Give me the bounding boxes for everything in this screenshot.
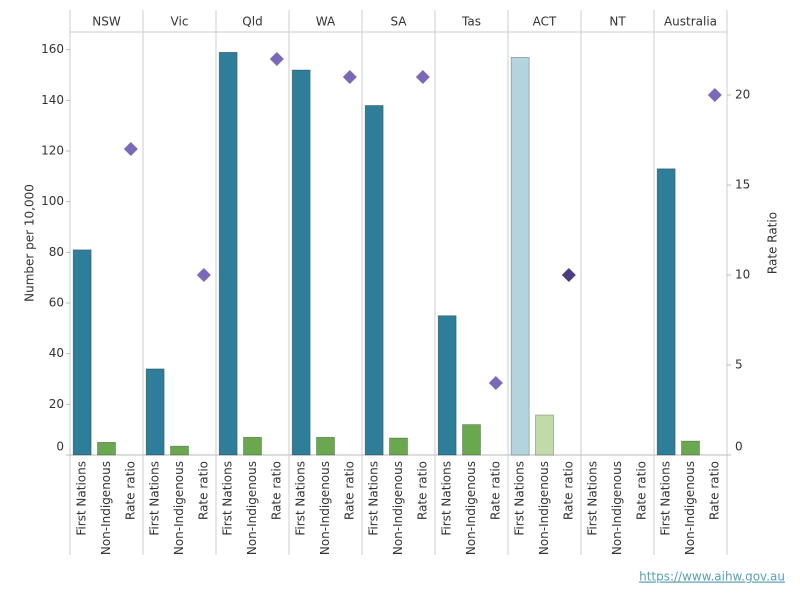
- x-tick-label: Rate ratio: [123, 461, 137, 520]
- x-tick-label: First Nations: [148, 461, 162, 536]
- panel-title: ACT: [533, 15, 557, 29]
- rate-ratio-marker: [707, 88, 722, 102]
- rate-ratio-marker: [196, 268, 211, 282]
- x-tick-label: Rate ratio: [634, 461, 648, 520]
- x-tick-label: Rate ratio: [488, 461, 502, 520]
- x-tick-label: Non-Indigenous: [172, 461, 186, 555]
- y-tick-label: 120: [41, 144, 64, 158]
- x-tick-label: Non-Indigenous: [391, 461, 405, 555]
- y2-tick-label: 10: [735, 268, 750, 282]
- bar: [145, 368, 165, 456]
- x-tick-label: Non-Indigenous: [245, 461, 259, 555]
- x-tick-label: First Nations: [75, 461, 89, 536]
- x-tick-label: Non-Indigenous: [537, 461, 551, 555]
- x-tick-label: First Nations: [440, 461, 454, 536]
- y2-tick-label: 15: [735, 178, 750, 192]
- x-tick-label: Rate ratio: [707, 461, 721, 520]
- panel-title: NT: [609, 15, 626, 29]
- bar: [462, 424, 481, 456]
- x-tick-label: First Nations: [513, 461, 527, 536]
- y2-tick-label: 0: [735, 440, 743, 454]
- bar: [316, 436, 335, 456]
- bar: [535, 414, 554, 456]
- y-tick-label: 40: [49, 346, 64, 360]
- bar: [218, 51, 238, 456]
- bar: [364, 105, 384, 456]
- bar: [437, 315, 457, 456]
- x-tick-label: Rate ratio: [561, 461, 575, 520]
- x-tick-label: First Nations: [294, 461, 308, 536]
- rate-ratio-marker: [123, 142, 138, 156]
- bar: [389, 437, 408, 456]
- panel-title: Australia: [664, 15, 717, 29]
- rate-ratio-marker: [269, 52, 284, 66]
- rate-ratio-marker: [488, 376, 503, 390]
- y-tick-label: 0: [56, 440, 64, 454]
- y-tick-label: 160: [41, 42, 64, 56]
- y2-tick-label: 20: [735, 88, 750, 102]
- x-tick-label: First Nations: [586, 461, 600, 536]
- y-tick-label: 140: [41, 93, 64, 107]
- rate-ratio-marker: [415, 70, 430, 84]
- y2-tick-label: 5: [735, 358, 743, 372]
- y-axis-label: Number per 10,000: [23, 184, 37, 302]
- bar: [291, 69, 311, 456]
- bar: [72, 249, 92, 456]
- bar: [170, 445, 189, 456]
- source-link[interactable]: https://www.aihw.gov.au: [639, 570, 785, 584]
- x-tick-label: Rate ratio: [415, 461, 429, 520]
- panel-title: NSW: [92, 15, 121, 29]
- bar: [97, 441, 116, 456]
- x-tick-label: Non-Indigenous: [99, 461, 113, 555]
- x-tick-label: Rate ratio: [196, 461, 210, 520]
- x-tick-label: Rate ratio: [269, 461, 283, 520]
- x-tick-label: First Nations: [221, 461, 235, 536]
- bar: [243, 436, 262, 456]
- y-tick-label: 20: [49, 397, 64, 411]
- rate-ratio-marker: [561, 268, 576, 282]
- bar: [681, 440, 700, 456]
- y-tick-label: 100: [41, 194, 64, 208]
- panel-title: Vic: [171, 15, 189, 29]
- bar: [656, 168, 676, 456]
- x-tick-label: Non-Indigenous: [464, 461, 478, 555]
- y-tick-label: 60: [49, 296, 64, 310]
- x-tick-label: First Nations: [367, 461, 381, 536]
- panel-title: Tas: [461, 15, 481, 29]
- y-tick-label: 80: [49, 245, 64, 259]
- bar: [510, 56, 530, 456]
- x-tick-label: Non-Indigenous: [318, 461, 332, 555]
- x-tick-label: Non-Indigenous: [610, 461, 624, 555]
- x-tick-label: First Nations: [659, 461, 673, 536]
- rate-ratio-marker: [342, 70, 357, 84]
- panel-title: Qld: [242, 15, 262, 29]
- x-tick-label: Non-Indigenous: [683, 461, 697, 555]
- x-tick-label: Rate ratio: [342, 461, 356, 520]
- panel-title: WA: [316, 15, 336, 29]
- panel-title: SA: [390, 15, 407, 29]
- y2-axis-label: Rate Ratio: [766, 212, 780, 274]
